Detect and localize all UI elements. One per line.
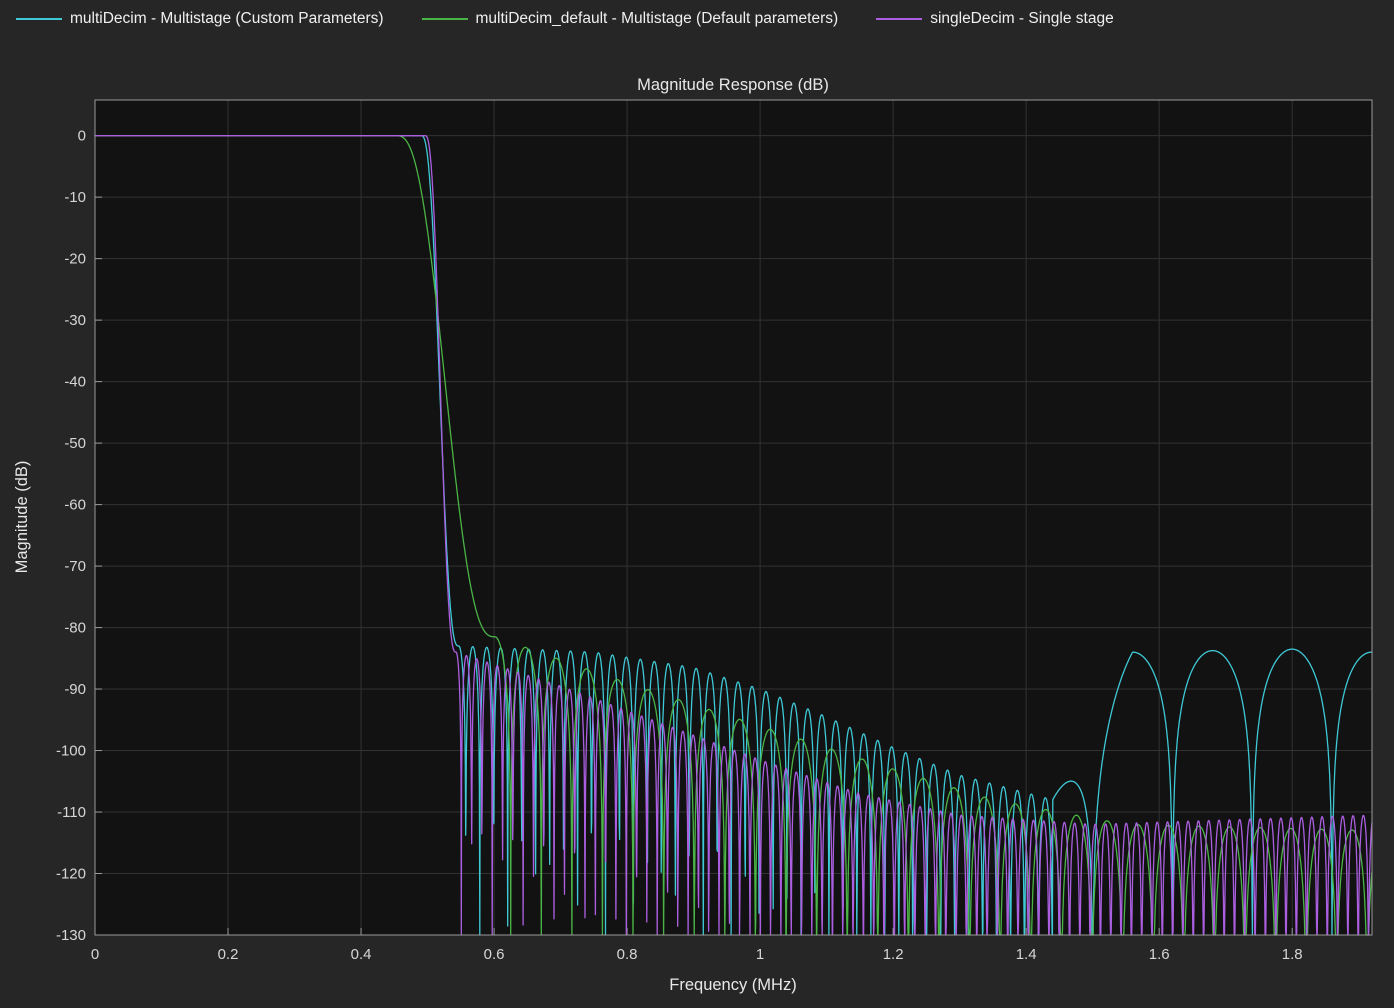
- axis-ticks: 0 0.2 0.4 0.6 0.8 1 1.2 1.4 1.6 1.8 0 -10 -20 -30 -40 -…: [56, 128, 1303, 963]
- y-tick-label: -80: [64, 620, 86, 637]
- y-tick-label: -60: [64, 497, 86, 514]
- y-tick-label: -100: [56, 743, 86, 760]
- x-axis-label: Frequency (MHz): [669, 976, 796, 994]
- chart-title: Magnitude Response (dB): [637, 76, 829, 94]
- y-tick-label: -90: [64, 681, 86, 698]
- x-tick-label: 1.6: [1149, 946, 1170, 963]
- x-tick-label: 0: [91, 946, 99, 963]
- legend-label: multiDecim - Multistage (Custom Paramete…: [70, 9, 384, 27]
- y-tick-label: -10: [64, 189, 86, 206]
- y-tick-label: -50: [64, 435, 86, 452]
- legend-line-sample-green: [421, 17, 468, 20]
- legend-label: multiDecim_default - Multistage (Default…: [475, 9, 839, 27]
- x-tick-label: 1.4: [1016, 946, 1037, 963]
- series-singleDecim[interactable]: [94, 135, 1373, 936]
- y-tick-label: -20: [64, 251, 86, 268]
- x-tick-label: 0.6: [484, 946, 505, 963]
- legend: multiDecim - Multistage (Custom Paramete…: [16, 5, 1166, 32]
- legend-item-multiDecim-default[interactable]: multiDecim_default - Multistage (Default…: [421, 5, 839, 32]
- legend-label: singleDecim - Single stage: [930, 9, 1114, 27]
- x-tick-label: 0.2: [218, 946, 239, 963]
- legend-line-sample-cyan: [16, 17, 62, 20]
- y-axis-label: Magnitude (dB): [13, 461, 31, 574]
- y-tick-label: -70: [64, 558, 86, 575]
- y-tick-label: -130: [56, 927, 86, 944]
- y-tick-label: 0: [78, 128, 86, 145]
- y-tick-label: -110: [57, 804, 86, 821]
- x-tick-label: 1.8: [1282, 946, 1303, 963]
- series-layer: [94, 135, 1373, 936]
- x-tick-label: 1.2: [883, 946, 904, 963]
- x-tick-label: 0.4: [351, 946, 372, 963]
- y-tick-label: -40: [64, 374, 86, 391]
- y-tick-label: -120: [56, 866, 86, 883]
- plot-area[interactable]: [95, 100, 1372, 935]
- axis-box: [94, 99, 1373, 936]
- x-tick-label: 0.8: [617, 946, 638, 963]
- x-tick-label: 1: [756, 946, 764, 963]
- legend-item-multiDecim[interactable]: multiDecim - Multistage (Custom Paramete…: [16, 5, 384, 32]
- y-tick-label: -30: [64, 312, 86, 329]
- legend-item-singleDecim[interactable]: singleDecim - Single stage: [876, 5, 1114, 32]
- legend-line-sample-purple: [876, 17, 923, 20]
